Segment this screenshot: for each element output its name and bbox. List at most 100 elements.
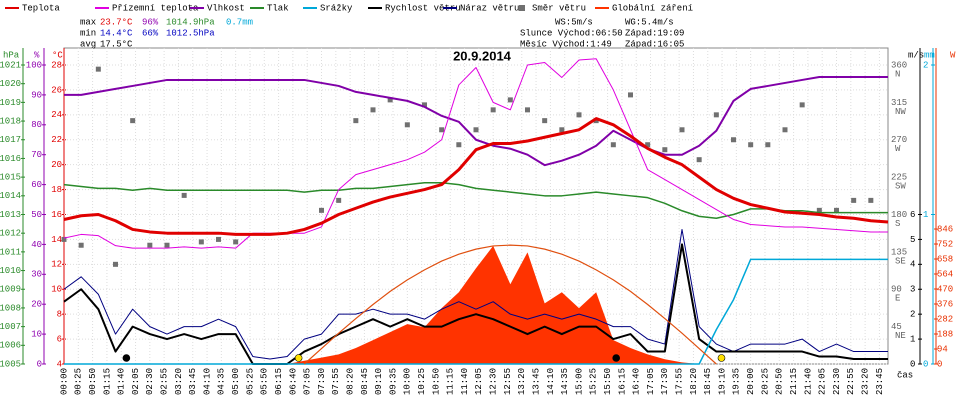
direction-point	[473, 127, 479, 133]
y-tick-label: SE	[895, 256, 906, 266]
y-tick-label: 1	[910, 334, 915, 344]
x-tick-label: 06:40	[288, 368, 298, 395]
legend-label: Směr větru	[532, 3, 586, 13]
x-tick-label: 14:35	[560, 368, 570, 395]
y-tick-label: NW	[895, 107, 906, 117]
y-tick-label: SW	[895, 182, 906, 192]
y-tick-label: 26	[51, 85, 62, 95]
x-tick-label: 07:55	[331, 368, 341, 395]
x-tick-label: 06:15	[274, 368, 284, 395]
y-tick-label: NE	[895, 331, 906, 341]
direction-point	[748, 142, 754, 148]
legend-label: Teplota	[22, 3, 60, 13]
stat-value: 0.7mm	[226, 17, 253, 27]
x-tick-label: 09:10	[374, 368, 384, 395]
y-tick-label: 1021	[0, 60, 21, 70]
y-tick-label: 60	[31, 180, 42, 190]
info-text: Měsíc Východ:1:49	[520, 39, 612, 49]
direction-point	[319, 207, 324, 213]
y-tick-label: 0	[923, 359, 928, 369]
y-tick-label: 4	[910, 260, 915, 270]
y-tick-label: 470	[937, 284, 953, 294]
stat-label: avg	[80, 39, 96, 49]
x-tick-label: 21:15	[789, 368, 799, 395]
y-tick-label: 22	[51, 135, 62, 145]
stat-label: min	[80, 28, 96, 38]
x-tick-label: 05:25	[245, 368, 255, 395]
info-text: WG:5.4m/s	[625, 17, 674, 27]
x-tick-label: 10:25	[417, 368, 427, 395]
y-tick-label: 1018	[0, 116, 21, 126]
y-tick-label: 20	[51, 160, 62, 170]
direction-point	[645, 142, 651, 148]
x-tick-label: 02:55	[160, 368, 170, 395]
stat-value: 17.5°C	[100, 39, 133, 49]
y-tick-label: 3	[910, 285, 915, 295]
info-text: Západ:19:09	[625, 28, 684, 38]
y-tick-label: 1019	[0, 98, 21, 108]
y-tick-label: S	[895, 219, 900, 229]
y-tick-label: 564	[937, 269, 953, 279]
direction-point	[696, 157, 702, 163]
y-tick-label: 0	[937, 359, 942, 369]
direction-point	[799, 102, 805, 108]
direction-point	[404, 122, 410, 128]
y-tick-label: 0	[910, 359, 915, 369]
series-area	[64, 245, 888, 364]
legend-swatch	[519, 5, 525, 11]
direction-point	[731, 137, 736, 143]
stat-value: 96%	[142, 17, 159, 27]
stat-value: 23.7°C	[100, 17, 133, 27]
y-tick-label: 188	[937, 329, 953, 339]
x-tick-label: 04:35	[217, 368, 227, 395]
x-tick-label: 10:50	[431, 368, 441, 395]
direction-point	[78, 242, 84, 248]
y-tick-label: 100	[26, 60, 42, 70]
sun-moon-marker	[122, 354, 131, 362]
legend-label: Srážky	[320, 3, 353, 13]
y-tick-label: 1	[923, 210, 928, 220]
stat-value: 1012.5hPa	[166, 28, 215, 38]
direction-point	[662, 147, 668, 153]
x-tick-label: 19:35	[732, 368, 742, 395]
y-tick-label: 6	[910, 210, 915, 220]
x-tick-label: 15:00	[574, 368, 584, 395]
x-tick-label: 09:35	[388, 368, 398, 395]
info-text: Západ:16:05	[625, 39, 684, 49]
x-tick-label: 17:55	[675, 368, 685, 395]
y-tick-label: 1014	[0, 191, 21, 201]
x-tick-label: 20:50	[775, 368, 785, 395]
direction-point	[834, 207, 839, 213]
y-tick-label: 282	[937, 314, 953, 324]
x-tick-label: 22:55	[846, 368, 856, 395]
y-tick-label: 225	[891, 173, 907, 183]
axis-title: %	[34, 50, 40, 60]
y-tick-label: 6	[57, 334, 62, 344]
legend-label: Vlhkost	[207, 3, 245, 13]
direction-point	[95, 66, 101, 72]
y-tick-label: 28	[51, 60, 62, 70]
direction-point	[216, 236, 221, 242]
x-tick-label: 07:05	[303, 368, 313, 395]
direction-point	[456, 142, 462, 148]
direction-point	[628, 92, 633, 98]
y-tick-label: 1010	[0, 266, 21, 276]
sun-moon-marker	[717, 354, 726, 362]
x-tick-label: 08:45	[360, 368, 370, 395]
direction-point	[164, 242, 170, 248]
direction-point	[593, 118, 599, 124]
stat-value: 14.4°C	[100, 28, 133, 38]
x-tick-label: 16:40	[632, 368, 642, 395]
direction-point	[147, 242, 153, 248]
y-tick-label: 1012	[0, 229, 21, 239]
x-tick-label: 03:45	[188, 368, 198, 395]
legend-label: Přízemní teplota	[112, 3, 199, 13]
series-line	[63, 181, 888, 219]
y-tick-label: 14	[51, 235, 62, 245]
x-tick-label: 22:05	[818, 368, 828, 395]
direction-point	[198, 239, 204, 245]
x-tick-label: 00:25	[74, 368, 84, 395]
direction-point	[370, 107, 376, 113]
direction-point	[113, 261, 118, 267]
x-tick-label: 15:25	[589, 368, 599, 395]
